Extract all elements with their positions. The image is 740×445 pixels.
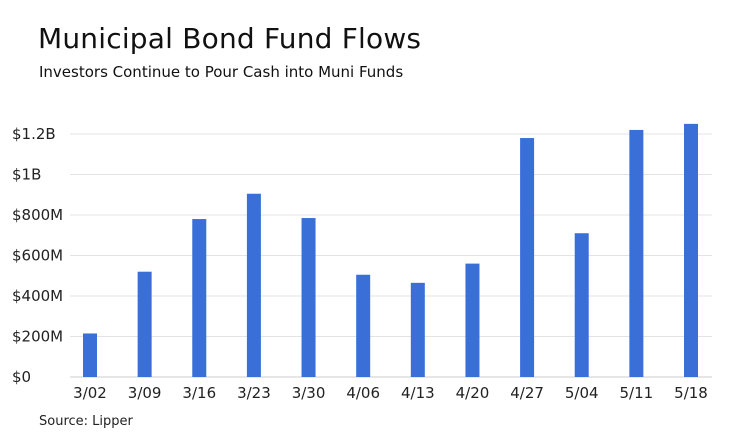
x-tick-label: 3/09	[128, 384, 162, 402]
y-tick-label: $600M	[12, 247, 63, 265]
y-tick-label: $0	[12, 368, 31, 386]
x-tick-label: 5/11	[620, 384, 654, 402]
bar-5-04	[574, 233, 589, 377]
x-tick-label: 3/30	[292, 384, 326, 402]
y-tick-label: $200M	[12, 328, 63, 346]
x-tick-label: 3/23	[237, 384, 271, 402]
x-tick-label: 4/27	[510, 384, 544, 402]
y-tick-label: $800M	[12, 206, 63, 224]
x-tick-label: 4/20	[456, 384, 490, 402]
x-axis-labels: 3/02 3/09 3/16 3/23 3/30 4/06 4/13 4/20 4/27 5/04…	[73, 384, 708, 402]
y-tick-label: $1.2B	[12, 125, 56, 143]
source-note: Source: Lipper	[39, 414, 133, 429]
bar-3-02	[83, 333, 97, 377]
y-tick-label: $1B	[12, 166, 41, 184]
bar-4-06	[356, 274, 371, 377]
chart-subtitle: Investors Continue to Pour Cash into Mun…	[39, 63, 404, 81]
bar-3-23	[246, 193, 261, 377]
y-axis-labels: $0 $200M $400M $600M $800M $1B $1.2B	[12, 125, 63, 386]
x-tick-label: 4/06	[346, 384, 380, 402]
y-tick-label: $400M	[12, 287, 63, 305]
bar-5-11	[629, 129, 644, 377]
x-tick-label: 4/13	[401, 384, 435, 402]
bars	[83, 123, 698, 377]
bar-4-13	[410, 282, 425, 377]
x-tick-label: 3/16	[182, 384, 216, 402]
bar-5-18	[684, 123, 698, 377]
bar-3-09	[137, 271, 152, 377]
bar-3-16	[192, 219, 207, 377]
bar-3-30	[301, 218, 316, 377]
gridlines	[70, 133, 712, 378]
x-tick-label: 5/18	[674, 384, 708, 402]
bar-4-20	[465, 263, 480, 377]
bar-4-27	[520, 138, 535, 377]
x-tick-label: 5/04	[565, 384, 599, 402]
chart-title: Municipal Bond Fund Flows	[38, 22, 422, 55]
x-tick-label: 3/02	[73, 384, 107, 402]
